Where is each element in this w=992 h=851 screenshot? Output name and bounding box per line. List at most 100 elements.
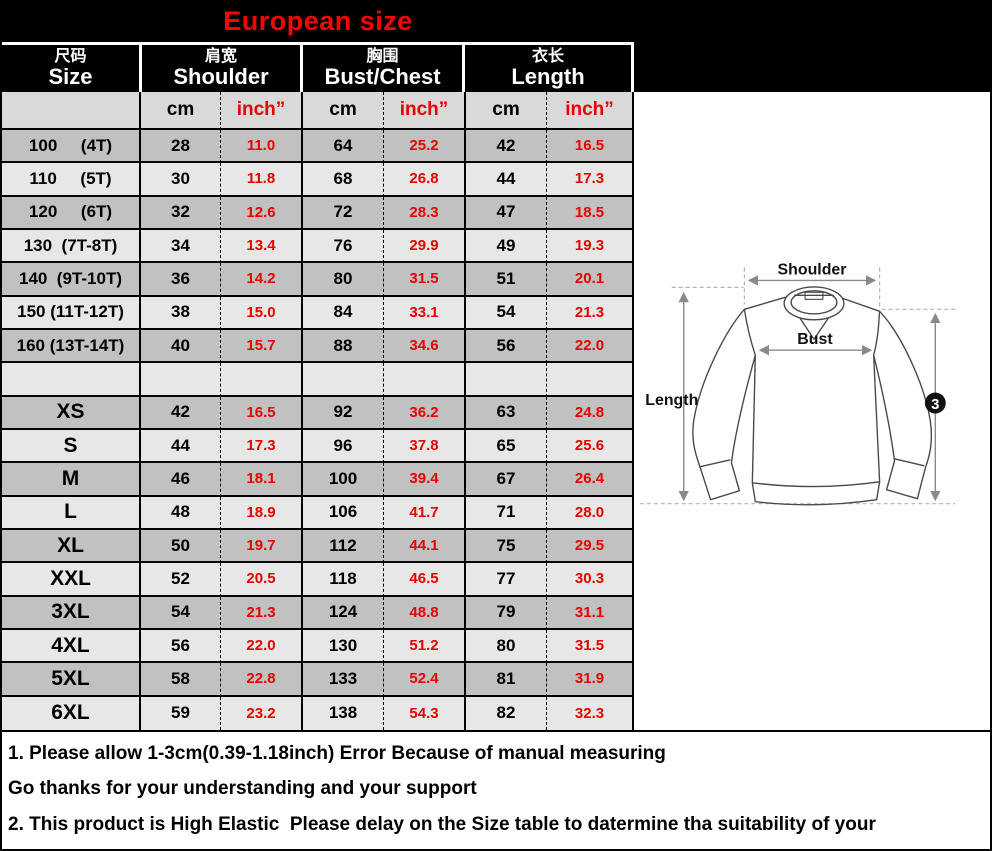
inch-value-cell: 34.6: [384, 329, 466, 364]
size-cell: 3XL: [2, 596, 141, 630]
inch-value-cell: 18.9: [221, 496, 303, 530]
header-shoulder-en: Shoulder: [173, 64, 269, 90]
cm-value-cell: 76: [303, 229, 384, 264]
badge-circle: [924, 392, 946, 414]
content-area: cm inch” cm inch” cm inch” 100 (4T) 28 11.…: [2, 92, 990, 730]
inch-value-cell: 39.4: [384, 463, 466, 497]
inch-value-cell: 20.1: [547, 263, 632, 297]
table-row: 6XL 59 23.2 138 54.3 82 32.3: [2, 696, 632, 730]
table-row: 140 (9T-10T) 36 14.2 80 31.5 51 20.1: [2, 263, 632, 297]
unit-empty-cell: [2, 92, 141, 130]
inch-value-cell: [221, 363, 303, 397]
cm-value-cell: 96: [303, 429, 384, 464]
table-row: 150 (11T-12T) 38 15.0 84 33.1 54 21.3: [2, 296, 632, 330]
size-cell: 140 (9T-10T): [2, 263, 141, 297]
cm-value-cell: 65: [466, 429, 547, 464]
inch-value-cell: 15.7: [221, 329, 303, 364]
inch-value-cell: 13.4: [221, 229, 303, 264]
notes-section: 1. Please allow 1-3cm(0.39-1.18inch) Err…: [2, 730, 990, 849]
size-cell: XL: [2, 529, 141, 564]
inch-value-cell: 52.4: [384, 663, 466, 697]
unit-cell-inch: inch”: [547, 92, 632, 130]
inch-value-cell: 22.0: [547, 330, 632, 364]
inch-value-cell: 14.2: [221, 263, 303, 297]
inch-value-cell: 26.8: [384, 163, 466, 197]
dashed-guides: [639, 267, 958, 505]
cm-value-cell: [466, 363, 547, 397]
cm-value-cell: 58: [141, 663, 221, 697]
size-table: cm inch” cm inch” cm inch” 100 (4T) 28 11.…: [2, 92, 634, 730]
cm-value-cell: 64: [303, 130, 384, 164]
cm-value-cell: 49: [466, 229, 547, 264]
unit-row: cm inch” cm inch” cm inch”: [2, 92, 632, 130]
inch-value-cell: 11.8: [221, 163, 303, 197]
table-body: 100 (4T) 28 11.0 64 25.2 42 16.5 110 (5T) 30 11.8…: [2, 130, 632, 730]
size-cell: XXL: [2, 563, 141, 597]
page-title: European size: [223, 5, 413, 36]
cm-value-cell: 88: [303, 329, 384, 364]
inch-value-cell: 17.3: [221, 429, 303, 464]
inch-value-cell: 11.0: [221, 130, 303, 164]
size-cell: L: [2, 496, 141, 530]
cm-value-cell: 30: [141, 163, 221, 197]
inch-value-cell: 37.8: [384, 429, 466, 464]
cm-value-cell: [141, 363, 221, 397]
header-length: 衣长 Length: [465, 42, 634, 92]
cm-value-cell: 68: [303, 163, 384, 197]
header-length-en: Length: [511, 64, 585, 90]
cm-value-cell: 54: [466, 296, 547, 330]
badge-number: 3: [931, 396, 939, 413]
size-cell: 5XL: [2, 663, 141, 697]
table-row: 4XL 56 22.0 130 51.2 80 31.5: [2, 629, 632, 664]
cm-value-cell: 63: [466, 396, 547, 430]
cm-value-cell: 75: [466, 529, 547, 564]
header-bust-zh: 胸围: [366, 47, 399, 65]
inch-value-cell: 21.3: [221, 596, 303, 630]
cm-value-cell: 50: [141, 529, 221, 564]
cm-value-cell: 47: [466, 196, 547, 230]
header-length-zh: 衣长: [531, 47, 564, 65]
inch-value-cell: 48.8: [384, 596, 466, 630]
inch-value-cell: 46.5: [384, 563, 466, 597]
size-cell: 160 (13T-14T): [2, 329, 141, 364]
cm-value-cell: 81: [466, 663, 547, 697]
inch-value-cell: 31.9: [547, 663, 632, 697]
cm-value-cell: 56: [466, 329, 547, 364]
table-row: 160 (13T-14T) 40 15.7 88 34.6 56 22.0: [2, 329, 632, 364]
sweatshirt-outline: [692, 286, 933, 506]
cm-value-cell: 28: [141, 130, 221, 164]
cm-value-cell: 42: [466, 130, 547, 164]
inch-value-cell: 22.0: [221, 629, 303, 664]
cm-value-cell: 42: [141, 396, 221, 430]
table-row: 5XL 58 22.8 133 52.4 81 31.9: [2, 663, 632, 697]
header-size: 尺码 Size: [2, 42, 142, 92]
inch-value-cell: 21.3: [547, 297, 632, 330]
table-row: L 48 18.9 106 41.7 71 28.0: [2, 496, 632, 530]
note-line: Go thanks for your understanding and you…: [8, 778, 477, 800]
size-cell: 120 (6T): [2, 196, 141, 230]
cm-value-cell: 54: [141, 596, 221, 630]
title-band: European size: [2, 0, 990, 42]
header-shoulder-zh: 肩宽: [204, 47, 237, 65]
inch-value-cell: 28.3: [384, 196, 466, 230]
table-row: XS 42 16.5 92 36.2 63 24.8: [2, 396, 632, 430]
inch-value-cell: 29.9: [384, 229, 466, 264]
table-row: 100 (4T) 28 11.0 64 25.2 42 16.5: [2, 130, 632, 164]
cm-value-cell: 56: [141, 629, 221, 664]
size-cell: 100 (4T): [2, 130, 141, 164]
inch-value-cell: 23.2: [221, 696, 303, 730]
inch-value-cell: 30.3: [547, 563, 632, 597]
size-cell: M: [2, 463, 141, 497]
table-row: 3XL 54 21.3 124 48.8 79 31.1: [2, 596, 632, 630]
table-row: 120 (6T) 32 12.6 72 28.3 47 18.5: [2, 196, 632, 230]
cm-value-cell: 71: [466, 496, 547, 530]
cm-value-cell: 51: [466, 263, 547, 297]
inch-value-cell: 31.1: [547, 597, 632, 630]
cm-value-cell: 36: [141, 263, 221, 297]
inch-value-cell: 54.3: [384, 696, 466, 730]
inch-value-cell: 32.3: [574, 704, 605, 722]
table-header-row: 尺码 Size 肩宽 Shoulder 胸围 Bust/Chest 衣长 Len…: [2, 42, 990, 92]
cm-value-cell: 77: [466, 563, 547, 597]
cm-value-cell: 44: [466, 163, 547, 197]
